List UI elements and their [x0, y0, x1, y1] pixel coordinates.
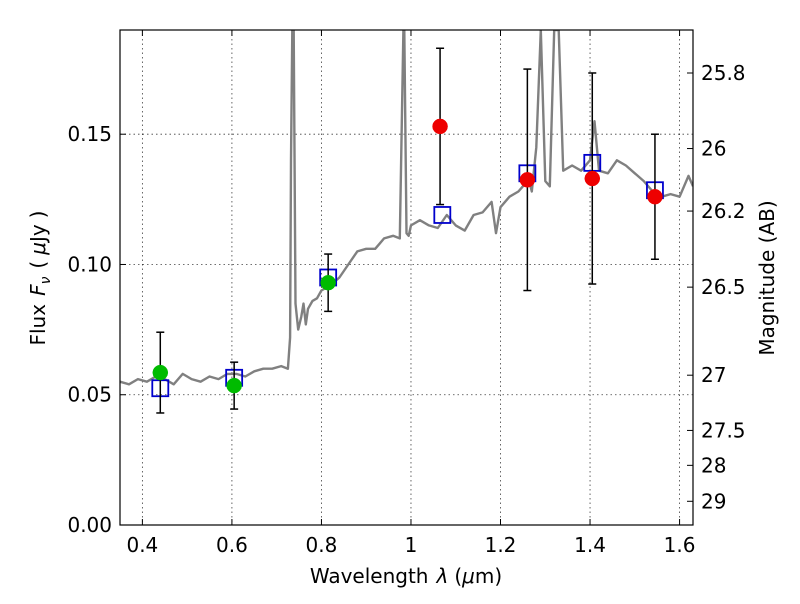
y-tick-label: 0.05 — [67, 383, 112, 407]
y-axis-label: FluxFν(μJy) — [26, 210, 54, 345]
y-tick-label: 0.10 — [67, 252, 112, 276]
observed-circle-point — [584, 170, 601, 187]
y-tick-label: 0.15 — [67, 122, 112, 146]
y2-tick-label: 26.2 — [701, 199, 746, 223]
y-tick-label: 0.00 — [67, 513, 112, 537]
x-tick-label: 0.6 — [216, 533, 248, 557]
x-tick-label: 1.2 — [485, 533, 517, 557]
y2-tick-label: 29 — [701, 489, 726, 513]
y2-tick-label: 27 — [701, 363, 726, 387]
plot-frame — [119, 29, 694, 526]
data-series — [151, 47, 664, 414]
model-square-point — [433, 206, 452, 224]
x-tick-label: 1 — [405, 533, 418, 557]
y2-tick-label: 27.5 — [701, 418, 746, 442]
y2-tick-label: 26 — [701, 137, 726, 161]
y2-tick-label: 28 — [701, 453, 726, 477]
y2-tick-label: 26.5 — [701, 275, 746, 299]
observed-circle-point — [519, 172, 536, 188]
y2-axis-label: Magnitude (AB) — [755, 200, 779, 355]
observed-circle-point — [226, 377, 242, 394]
observed-circle-point — [152, 364, 169, 381]
x-tick-label: 0.8 — [306, 533, 338, 557]
observed-circle-point — [320, 274, 336, 291]
x-axis-ticks: 0.4 0.6 0.8 1 1.2 1.4 1.6 — [126, 30, 695, 557]
grid-lines — [120, 30, 693, 525]
observed-circle-point — [432, 118, 448, 135]
model-spectrum — [120, 30, 693, 386]
spectrum-line — [120, 30, 693, 386]
y2-axis-ticks: 25.8 26 26.2 26.5 27 27.5 28 29 — [687, 61, 746, 513]
y-axis-ticks: 0.00 0.05 0.10 0.15 — [67, 122, 126, 537]
x-tick-label: 1.4 — [574, 533, 606, 557]
x-tick-label: 1.6 — [664, 533, 696, 557]
observed-circle-point — [647, 188, 663, 205]
x-axis-label: Wavelength λ (μm) — [310, 564, 502, 588]
y2-tick-label: 25.8 — [701, 61, 746, 85]
x-tick-label: 0.4 — [126, 533, 158, 557]
